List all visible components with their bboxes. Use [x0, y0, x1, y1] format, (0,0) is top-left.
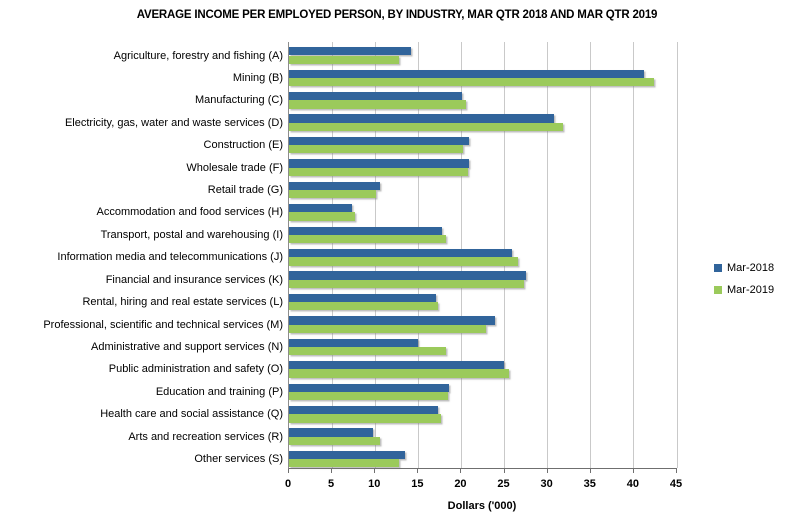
bar-mar-2019: [289, 391, 448, 401]
category-label: Administrative and support services (N): [91, 340, 283, 353]
bar-mar-2019: [289, 257, 519, 266]
bar-mar-2018: [289, 159, 470, 168]
bar-mar-2018: [289, 69, 645, 78]
category-label: Financial and insurance services (K): [105, 273, 283, 286]
x-tick-mark: [676, 469, 677, 473]
bar-mar-2018: [289, 361, 504, 370]
x-tick-label: 45: [669, 478, 683, 490]
x-tick-mark: [288, 469, 289, 473]
bar-mar-2018: [289, 92, 463, 101]
bar-mar-2018: [289, 226, 442, 235]
x-tick-label: 10: [368, 478, 381, 490]
legend-label: Mar-2018: [727, 262, 775, 274]
category-label: Information media and telecommunications…: [57, 251, 283, 264]
bar-mar-2019: [289, 279, 525, 288]
x-tick-label: 25: [497, 478, 510, 490]
category-label: Retail trade (G): [207, 184, 283, 197]
bar-mar-2019: [289, 145, 464, 154]
category-label: Electricity, gas, water and waste servic…: [64, 116, 283, 129]
bar-mar-2019: [289, 212, 355, 221]
bar-mar-2018: [289, 316, 496, 325]
category-label: Health care and social assistance (Q): [100, 408, 283, 421]
legend-swatch: [714, 264, 722, 272]
x-tick-mark: [460, 469, 462, 473]
gridline: [633, 42, 635, 468]
bar-mar-2019: [289, 55, 399, 64]
bar-mar-2018: [289, 248, 513, 258]
bar-mar-2018: [289, 136, 470, 146]
gridline: [547, 42, 549, 468]
x-tick-mark: [589, 469, 591, 473]
category-label: Arts and recreation services (R): [128, 430, 283, 443]
bar-mar-2019: [289, 302, 439, 311]
x-tick-mark: [546, 469, 548, 473]
category-label: Transport, postal and warehousing (I): [100, 228, 283, 241]
bar-mar-2019: [289, 234, 446, 244]
x-tick-label: 15: [411, 478, 424, 490]
x-tick-label: 20: [454, 478, 467, 490]
bar-mar-2019: [289, 369, 509, 378]
x-tick-mark: [503, 469, 505, 473]
bar-mar-2018: [289, 47, 412, 56]
x-tick-label: 35: [583, 478, 596, 490]
x-tick-mark: [632, 469, 634, 473]
bar-mar-2019: [289, 324, 486, 333]
bar-mar-2018: [289, 271, 527, 280]
category-label: Agriculture, forestry and fishing (A): [113, 49, 283, 62]
bar-mar-2019: [289, 436, 380, 445]
bar-mar-2018: [289, 114, 554, 123]
category-label: Manufacturing (C): [194, 94, 283, 107]
legend-swatch: [714, 286, 722, 294]
x-tick-mark: [331, 469, 333, 473]
category-label: Education and training (P): [155, 385, 283, 398]
category-label: Rental, hiring and real estate services …: [82, 296, 283, 309]
x-tick-label: 0: [284, 478, 292, 490]
category-label: Public administration and safety (O): [108, 363, 283, 376]
bar-mar-2019: [289, 459, 400, 468]
bar-mar-2018: [289, 428, 374, 437]
bar-mar-2019: [289, 77, 654, 87]
bar-mar-2018: [289, 405, 439, 415]
legend: Mar-2018 Mar-2019: [714, 261, 774, 305]
legend-label: Mar-2019: [727, 284, 775, 296]
x-tick-label: 5: [328, 478, 335, 490]
plot-area: [288, 42, 678, 469]
bar-mar-2019: [289, 122, 564, 132]
bar-mar-2019: [289, 190, 377, 199]
x-tick-mark: [417, 469, 419, 473]
category-label: Other services (S): [194, 453, 283, 466]
x-tick-mark: [374, 469, 376, 473]
gridline: [590, 42, 592, 468]
gridline: [676, 42, 678, 468]
x-axis-title: Dollars ('000): [447, 500, 517, 512]
bar-mar-2018: [289, 338, 419, 347]
bar-mar-2018: [289, 450, 406, 460]
x-tick-label: 30: [540, 478, 553, 490]
category-label: Accommodation and food services (H): [96, 206, 283, 219]
bar-mar-2019: [289, 346, 446, 356]
legend-item: Mar-2018: [714, 261, 774, 275]
category-label: Construction (E): [203, 139, 283, 152]
bar-mar-2018: [289, 181, 380, 191]
category-label: Professional, scientific and technical s…: [43, 318, 283, 331]
bar-mar-2018: [289, 204, 352, 213]
chart-title: AVERAGE INCOME PER EMPLOYED PERSON, BY I…: [136, 9, 658, 21]
category-label: Mining (B): [232, 71, 283, 84]
legend-item: Mar-2019: [714, 283, 774, 297]
bar-mar-2019: [289, 167, 469, 176]
bar-mar-2019: [289, 100, 466, 109]
x-tick-label: 40: [626, 478, 639, 490]
bar-mar-2019: [289, 414, 441, 423]
bar-mar-2018: [289, 383, 450, 392]
category-label: Wholesale trade (F): [186, 161, 283, 174]
bar-mar-2018: [289, 293, 436, 303]
